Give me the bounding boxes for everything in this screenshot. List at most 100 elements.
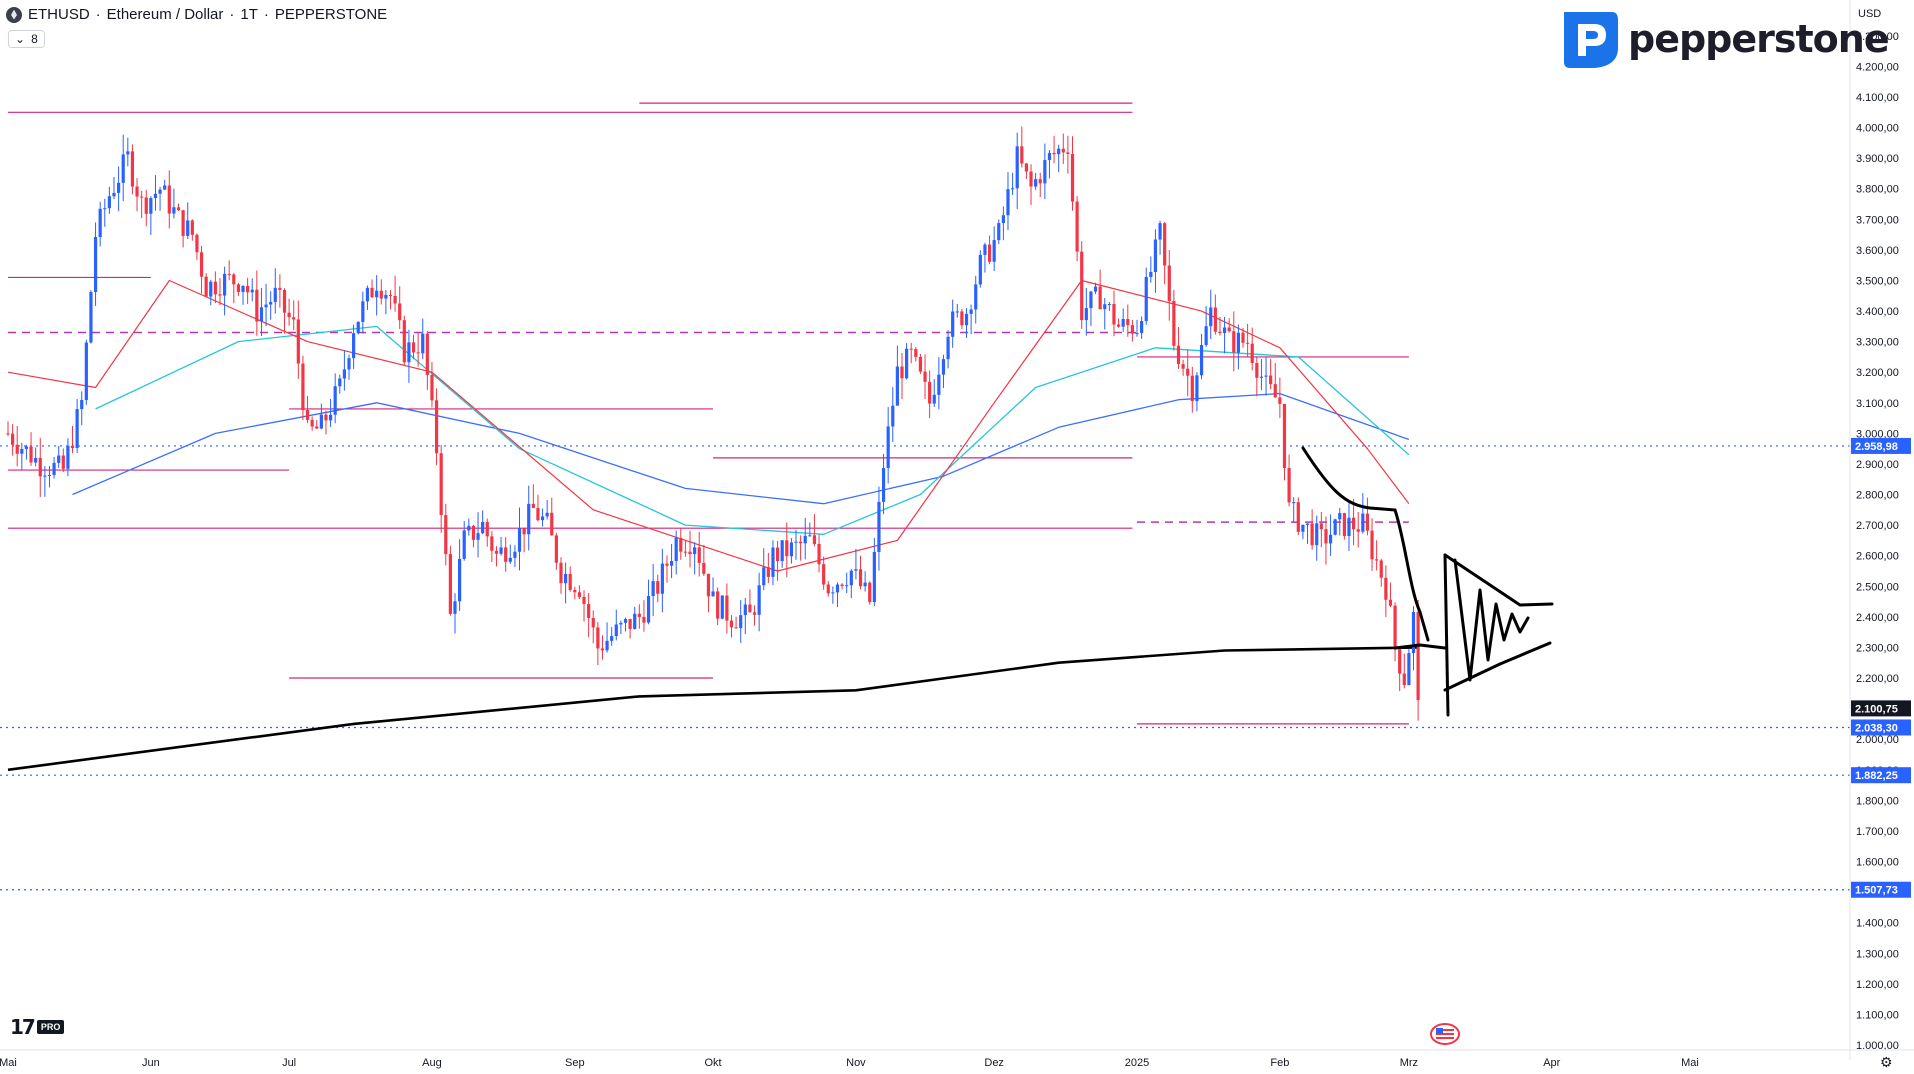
candle-body: [610, 636, 614, 641]
pepperstone-logo: pepperstone: [1556, 8, 1890, 70]
tradingview-logo[interactable]: 17 PRO: [10, 1015, 65, 1039]
candle-body: [1006, 189, 1010, 216]
candle-body: [918, 356, 923, 372]
candle-body: [204, 276, 208, 297]
candle-body: [269, 301, 273, 305]
brand-name: pepperstone: [1628, 17, 1890, 61]
candle-body: [858, 569, 863, 587]
candle-body: [328, 414, 333, 421]
triangle-upper-line[interactable]: [1443, 553, 1554, 607]
candle-body: [633, 613, 637, 629]
candle-body: [563, 573, 568, 584]
candle-body: [1301, 524, 1305, 532]
indicators-toggle[interactable]: ⌄ 8: [8, 30, 45, 48]
interval[interactable]: 1T: [240, 6, 258, 23]
y-tick-label: 2.500,00: [1856, 581, 1899, 593]
candle-body: [706, 573, 711, 597]
candle-body: [1338, 513, 1342, 520]
candle-body: [1393, 605, 1397, 649]
symbol-header[interactable]: ETHUSD · Ethereum / Dollar · 1T · PEPPER…: [6, 6, 387, 23]
candle-body: [186, 220, 190, 236]
trend-curve-drawing[interactable]: [1301, 446, 1397, 512]
candle-body: [52, 462, 56, 475]
candle-body: [513, 551, 517, 558]
wave-zigzag-drawing[interactable]: [1453, 558, 1530, 682]
price-level-label: 1.882,25: [1855, 770, 1898, 782]
symbol-name[interactable]: ETHUSD: [28, 6, 90, 23]
candle-body: [559, 562, 563, 584]
candle-body: [20, 448, 24, 454]
candle-body: [213, 281, 217, 295]
candle-body: [1066, 152, 1070, 154]
candle-body: [688, 551, 692, 555]
candle-body: [1310, 523, 1314, 546]
y-tick-label: 3.700,00: [1856, 214, 1899, 226]
x-tick-label: Mai: [1681, 1057, 1699, 1069]
candle-body: [1352, 517, 1356, 530]
triangle-lower-line[interactable]: [1443, 641, 1552, 692]
candle-body: [1213, 307, 1217, 332]
candle-body: [439, 453, 443, 516]
candle-body: [434, 400, 439, 454]
candle-body: [517, 528, 522, 552]
candle-body: [1061, 148, 1065, 153]
candle-body: [287, 312, 291, 318]
separator: ·: [229, 6, 235, 23]
candle-body: [1001, 215, 1005, 224]
candle-body: [282, 289, 287, 313]
candle-body: [176, 207, 181, 211]
ethereum-icon: [6, 6, 22, 23]
candle-body: [333, 386, 337, 415]
y-tick-label: 4.100,00: [1856, 92, 1899, 104]
candle-body: [540, 516, 545, 521]
candle-body: [614, 624, 618, 637]
flat-bar-drawing[interactable]: [1393, 643, 1447, 650]
candle-body: [711, 591, 715, 597]
price-level-badge: [1851, 437, 1911, 454]
candle-body: [1167, 265, 1171, 302]
candle-body: [471, 525, 476, 540]
x-tick-label: Apr: [1543, 1057, 1560, 1069]
candle-body: [70, 445, 75, 449]
candle-body: [568, 573, 572, 590]
candle-body: [1112, 304, 1116, 325]
candle-body: [1388, 599, 1393, 606]
candle-body: [1047, 152, 1052, 161]
price-axis: 4.300,00 4.200,00 4.100,00 4.000,00 3.900,00…: [1849, 0, 1911, 1060]
y-tick-label: 2.900,00: [1856, 459, 1899, 471]
candle-body: [886, 426, 890, 468]
y-tick-label: 2.400,00: [1856, 612, 1899, 624]
ma-red-line: [7, 279, 1410, 572]
candle-body: [190, 220, 194, 235]
candle-body: [868, 582, 872, 603]
candle-body: [1236, 332, 1240, 353]
currency-label[interactable]: USD: [1858, 8, 1882, 20]
candle-body: [47, 474, 52, 476]
y-tick-label: 1.400,00: [1856, 918, 1899, 930]
candle-body: [1333, 519, 1337, 535]
candle-body: [1342, 513, 1346, 537]
candle-body: [296, 319, 300, 364]
candle-body: [891, 405, 895, 427]
candle-body: [508, 557, 512, 562]
drop-curve-drawing[interactable]: [1393, 508, 1430, 642]
candle-body: [660, 563, 664, 594]
candle-body: [278, 287, 282, 290]
x-tick-label: 2025: [1125, 1057, 1149, 1069]
candle-body: [923, 371, 927, 382]
candle-body: [24, 446, 29, 449]
candle-body: [259, 307, 264, 322]
candle-body: [273, 287, 277, 302]
x-tick-label: Jul: [282, 1057, 296, 1069]
candle-body: [57, 455, 61, 463]
gear-icon[interactable]: ⚙: [1880, 1054, 1893, 1070]
us-flag-icon[interactable]: [1430, 1023, 1460, 1045]
candle-body: [840, 584, 844, 587]
candle-body: [453, 601, 457, 614]
price-level-badge: [1851, 700, 1911, 717]
candle-body: [416, 352, 420, 354]
candle-body: [93, 237, 98, 293]
candle-body: [444, 515, 448, 555]
candle-body: [393, 295, 397, 304]
